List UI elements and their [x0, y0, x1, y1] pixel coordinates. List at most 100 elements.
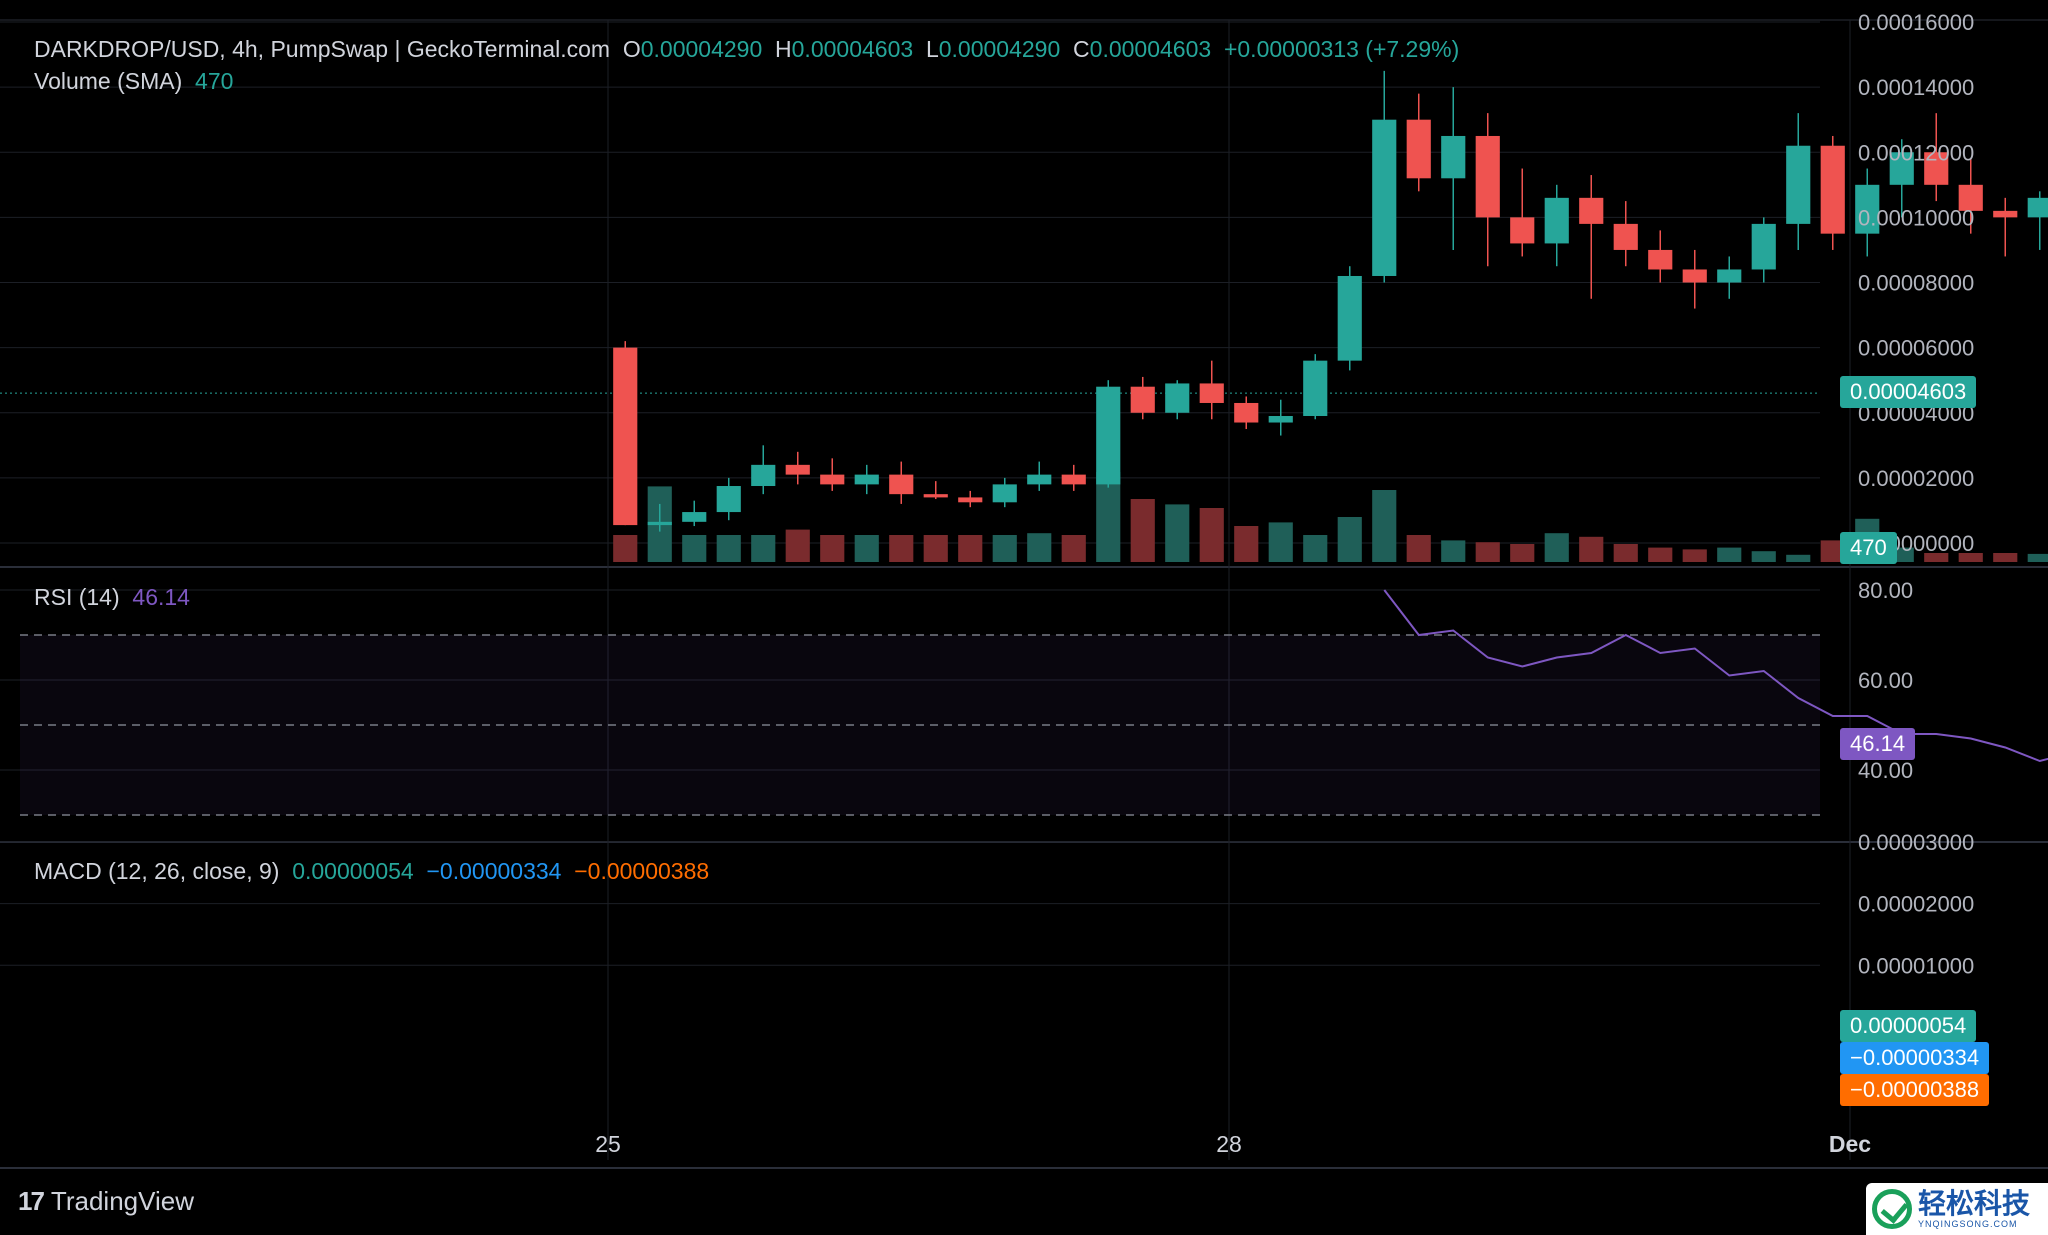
volume-label[interactable]: Volume (SMA) [34, 68, 183, 94]
volume-bar [1648, 547, 1673, 562]
price-tick-label: 0.00006000 [1858, 336, 1974, 361]
volume-bar [1372, 490, 1397, 562]
low-label: L [925, 36, 939, 62]
candle-body [958, 497, 983, 503]
volume-bar [1234, 526, 1259, 562]
candle-body [1337, 275, 1362, 361]
candle-body [1268, 416, 1293, 423]
volume-bar [1579, 536, 1604, 562]
price-legend: DARKDROP/USD, 4h, PumpSwap | GeckoTermin… [34, 36, 1459, 63]
price-tick-label: 0.00012000 [1858, 140, 1974, 165]
candle-body [889, 474, 914, 495]
candle-body [1061, 474, 1086, 485]
tradingview-mark-icon: 17 [18, 1186, 45, 1216]
macd-hist-value: 0.00000054 [292, 858, 414, 884]
rsi-tick-label: 60.00 [1858, 668, 1913, 693]
candle-body [923, 494, 948, 498]
volume-value: 470 [195, 68, 234, 94]
macd-tick-label: 0.00002000 [1858, 892, 1974, 917]
volume-bar [1751, 551, 1776, 562]
candle-body [1751, 223, 1776, 270]
volume-bar [1544, 533, 1569, 562]
volume-bar [1613, 544, 1638, 562]
close-value: 0.00004603 [1089, 36, 1212, 62]
check-circle-icon [1872, 1189, 1912, 1229]
grid-lines [0, 19, 2048, 1169]
volume-bar [1924, 553, 1949, 562]
symbol-title[interactable]: DARKDROP/USD, 4h, PumpSwap | GeckoTermin… [34, 36, 611, 62]
change-value: +0.00000313 (+7.29%) [1223, 36, 1460, 62]
macd-line-tag: −0.00000334 [1840, 1042, 1990, 1074]
candle-body [992, 484, 1017, 503]
volume-bar [1406, 535, 1431, 562]
volume-bar [613, 535, 638, 562]
candle-body [716, 486, 741, 513]
candle-body [1441, 135, 1466, 179]
rsi-series [1383, 589, 2048, 763]
rsi-label[interactable]: RSI (14) [34, 584, 120, 610]
high-label: H [775, 36, 792, 62]
rsi-line [1383, 589, 2048, 763]
watermark-en: YNQINGSONG.COM [1918, 1219, 2018, 1229]
candle-body [1199, 383, 1224, 403]
candle-body [1303, 360, 1328, 417]
candle-body [2027, 197, 2048, 218]
candle-body [682, 512, 707, 522]
candle-body [1510, 217, 1535, 244]
volume-bar [958, 535, 983, 562]
watermark: 轻松科技 YNQINGSONG.COM [1866, 1183, 2048, 1235]
open-label: O [622, 36, 641, 62]
candle-body [1579, 197, 1604, 224]
macd-legend: MACD (12, 26, close, 9) 0.00000054 −0.00… [34, 858, 709, 885]
candle-body [1786, 145, 1811, 224]
volume-bar [1510, 544, 1535, 562]
candle-body [1613, 223, 1638, 250]
macd-tick-label: 0.00003000 [1858, 830, 1974, 855]
macd-label[interactable]: MACD (12, 26, close, 9) [34, 858, 280, 884]
rsi-band [20, 634, 1820, 816]
high-value: 0.00004603 [791, 36, 914, 62]
volume-bar [1165, 504, 1190, 562]
axis-labels: 0.00016000 0.00014000 0.00012000 0.00010000… [595, 10, 1974, 1157]
candle-body [1165, 383, 1190, 413]
candle-body [1648, 249, 1673, 270]
volume-bar [1441, 540, 1466, 562]
volume-bar [1303, 535, 1328, 562]
candle-body [1820, 145, 1845, 234]
price-tick-label: 0.00014000 [1858, 75, 1974, 100]
candle-body [1958, 184, 1983, 211]
macd-signal-value: −0.00000388 [574, 858, 710, 884]
volume-bar [682, 535, 707, 562]
candle-body [1717, 269, 1742, 283]
volume-bar [1199, 508, 1224, 562]
volume-bar [1993, 553, 2018, 562]
candle-body [1475, 135, 1500, 218]
candle-body [785, 464, 810, 475]
volume-bars [613, 472, 2048, 562]
volume-bar [889, 535, 914, 562]
volume-legend: Volume (SMA) 470 [34, 68, 233, 95]
volume-bar [992, 535, 1017, 562]
rsi-tick-label: 40.00 [1858, 758, 1913, 783]
macd-line-value: −0.00000334 [426, 858, 562, 884]
macd-hist-tag: 0.00000054 [1840, 1010, 1977, 1042]
volume-bar [1061, 535, 1086, 562]
macd-tick-label: 0.00001000 [1858, 953, 1974, 978]
volume-bar [1475, 542, 1500, 562]
candle-body [647, 521, 672, 526]
candle-body [613, 347, 638, 526]
price-tick-label: 0.00016000 [1858, 10, 1974, 35]
rsi-tick-label: 80.00 [1858, 578, 1913, 603]
candle-body [1234, 402, 1259, 423]
candle-body [1889, 152, 1914, 185]
volume-bar [1786, 554, 1811, 562]
volume-bar [1027, 533, 1052, 562]
candle-body [751, 464, 776, 487]
volume-bar [2027, 553, 2048, 562]
candle-body [1993, 210, 2018, 218]
candle-body [1855, 184, 1880, 234]
tradingview-logo[interactable]: 17 TradingView [18, 1186, 194, 1217]
watermark-cn: 轻松科技 [1918, 1188, 2031, 1219]
candle-body [820, 474, 845, 485]
